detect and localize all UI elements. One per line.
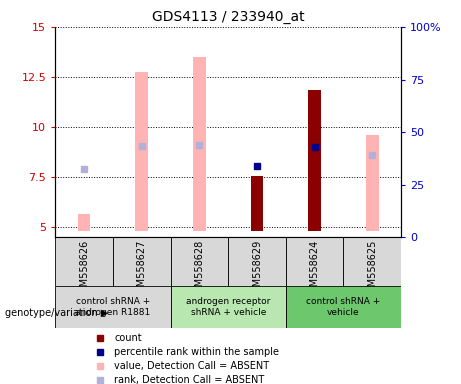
Text: GSM558629: GSM558629 bbox=[252, 240, 262, 299]
Text: GSM558625: GSM558625 bbox=[367, 240, 377, 299]
Text: percentile rank within the sample: percentile rank within the sample bbox=[114, 347, 279, 357]
Bar bbox=[343, 237, 401, 286]
Text: GSM558627: GSM558627 bbox=[137, 240, 147, 299]
Bar bbox=[136, 72, 148, 232]
Bar bbox=[55, 286, 171, 328]
Bar bbox=[286, 237, 343, 286]
Bar bbox=[171, 237, 228, 286]
Text: count: count bbox=[114, 333, 142, 343]
Bar bbox=[308, 90, 321, 232]
Bar bbox=[366, 135, 378, 232]
Bar bbox=[55, 237, 113, 286]
Text: GSM558628: GSM558628 bbox=[195, 240, 204, 299]
Text: genotype/variation ▶: genotype/variation ▶ bbox=[5, 308, 108, 318]
Title: GDS4113 / 233940_at: GDS4113 / 233940_at bbox=[152, 10, 305, 25]
Text: rank, Detection Call = ABSENT: rank, Detection Call = ABSENT bbox=[114, 375, 264, 384]
Bar bbox=[228, 237, 286, 286]
Bar bbox=[286, 286, 401, 328]
Text: GSM558626: GSM558626 bbox=[79, 240, 89, 299]
Bar bbox=[113, 237, 171, 286]
Bar bbox=[78, 214, 90, 232]
Bar bbox=[251, 176, 263, 232]
Text: androgen receptor
shRNA + vehicle: androgen receptor shRNA + vehicle bbox=[186, 296, 271, 317]
Bar bbox=[251, 176, 263, 232]
Text: control shRNA +
androgen R1881: control shRNA + androgen R1881 bbox=[75, 296, 151, 317]
Text: GSM558624: GSM558624 bbox=[310, 240, 319, 299]
Bar bbox=[308, 90, 321, 232]
Bar bbox=[193, 57, 206, 232]
Bar bbox=[171, 286, 286, 328]
Text: value, Detection Call = ABSENT: value, Detection Call = ABSENT bbox=[114, 361, 269, 371]
Text: control shRNA +
vehicle: control shRNA + vehicle bbox=[306, 296, 381, 317]
